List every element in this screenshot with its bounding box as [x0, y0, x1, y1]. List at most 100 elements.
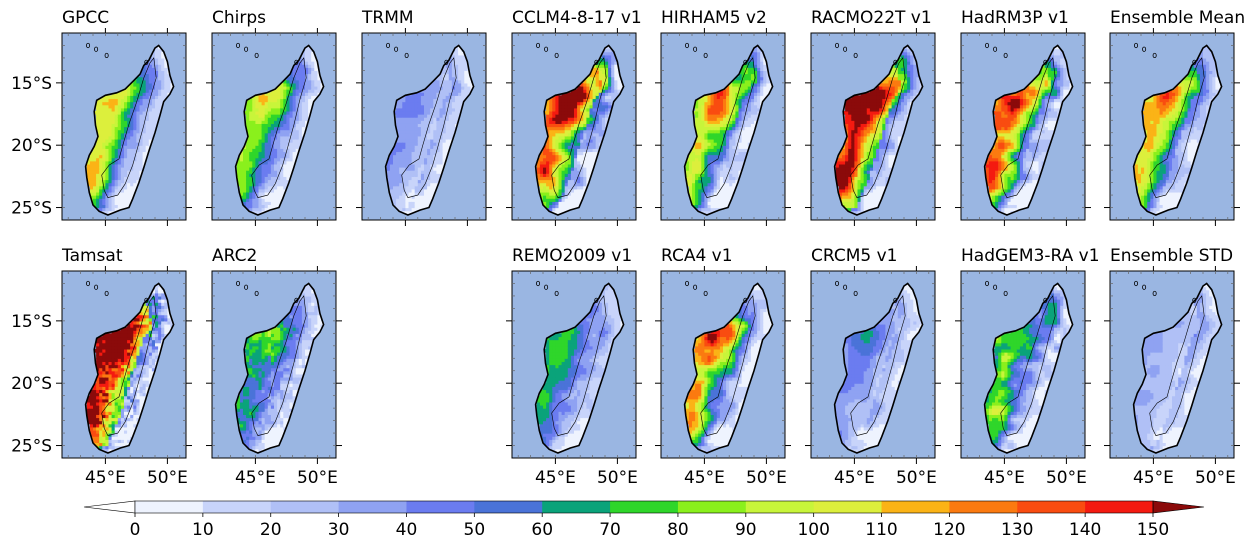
grid-cell — [108, 142, 113, 146]
grid-cell — [99, 198, 103, 202]
grid-cell — [145, 138, 150, 143]
grid-cell — [270, 198, 275, 202]
grid-cell — [741, 70, 746, 75]
grid-cell — [89, 173, 94, 177]
grid-cell — [723, 107, 727, 112]
grid-cell — [292, 123, 297, 128]
grid-cell — [295, 138, 300, 143]
grid-cell — [589, 167, 594, 171]
grid-cell — [857, 129, 862, 134]
grid-cell — [411, 185, 416, 190]
grid-cell — [583, 95, 587, 100]
grid-cell — [283, 170, 287, 174]
grid-cell — [458, 57, 462, 62]
grid-cell — [96, 120, 100, 124]
grid-cell — [436, 98, 441, 103]
grid-cell — [295, 76, 300, 81]
grid-cell — [105, 170, 110, 174]
grid-cell — [863, 145, 868, 149]
grid-cell — [766, 89, 771, 93]
grid-cell — [723, 120, 727, 124]
grid-cell — [417, 132, 422, 137]
grid-cell — [274, 145, 278, 149]
grid-cell — [402, 195, 406, 199]
grid-cell — [873, 176, 877, 181]
grid-cell — [688, 167, 693, 171]
grid-cell — [127, 89, 131, 93]
grid-cell — [570, 148, 575, 153]
grid-cell — [399, 123, 403, 128]
grid-cell — [139, 82, 144, 87]
grid-cell — [577, 176, 581, 181]
grid-cell — [570, 114, 575, 118]
grid-cell — [866, 207, 871, 212]
grid-cell — [133, 120, 137, 124]
grid-cell — [760, 57, 764, 62]
grid-cell — [167, 79, 172, 84]
grid-cell — [261, 185, 266, 190]
grid-cell — [716, 204, 721, 209]
grid-cell — [848, 154, 852, 159]
grid-cell — [286, 101, 291, 106]
grid-cell — [704, 182, 709, 187]
grid-cell — [838, 182, 843, 187]
grid-cell — [448, 67, 453, 71]
grid-cell — [451, 120, 456, 124]
grid-cell — [155, 101, 159, 106]
grid-cell — [102, 185, 106, 190]
grid-cell — [283, 95, 287, 100]
grid-cell — [292, 79, 297, 84]
grid-cell — [760, 95, 764, 100]
grid-cell — [396, 120, 400, 124]
grid-cell — [598, 76, 603, 81]
grid-cell — [411, 132, 416, 137]
grid-cell — [93, 170, 97, 174]
grid-cell — [264, 120, 269, 124]
grid-cell — [695, 160, 699, 165]
grid-cell — [726, 191, 730, 196]
grid-cell — [698, 98, 702, 103]
grid-cell — [277, 117, 281, 121]
grid-cell — [589, 95, 594, 100]
grid-cell — [314, 76, 318, 81]
grid-cell — [439, 76, 444, 81]
grid-cell — [136, 173, 141, 177]
grid-cell — [148, 79, 153, 84]
grid-cell — [108, 101, 113, 106]
grid-cell — [286, 114, 291, 118]
grid-cell — [145, 114, 150, 118]
grid-cell — [546, 195, 550, 199]
grid-cell — [586, 89, 591, 93]
grid-cell — [120, 138, 125, 143]
grid-cell — [99, 142, 103, 146]
grid-cell — [127, 151, 131, 156]
grid-cell — [555, 135, 560, 140]
grid-cell — [274, 148, 278, 153]
grid-cell — [595, 95, 600, 100]
grid-cell — [738, 123, 743, 128]
grid-cell — [879, 98, 883, 103]
grid-cell — [283, 98, 287, 103]
grid-cell — [558, 107, 563, 112]
grid-cell — [704, 201, 709, 206]
grid-cell — [558, 201, 563, 206]
grid-cell — [283, 151, 287, 156]
grid-cell — [595, 135, 600, 140]
grid-cell — [713, 114, 718, 118]
grid-cell — [308, 107, 312, 112]
grid-cell — [750, 95, 755, 100]
grid-cell — [420, 95, 425, 100]
grid-cell — [738, 154, 743, 159]
grid-cell — [258, 123, 263, 128]
grid-cell — [114, 92, 119, 96]
grid-cell — [396, 129, 400, 134]
grid-cell — [301, 101, 306, 106]
grid-cell — [726, 148, 730, 153]
grid-cell — [167, 82, 172, 87]
grid-cell — [879, 120, 883, 124]
grid-cell — [114, 132, 119, 137]
grid-cell — [750, 54, 755, 59]
grid-cell — [735, 110, 740, 115]
grid-cell — [301, 61, 306, 65]
grid-cell — [716, 167, 721, 171]
